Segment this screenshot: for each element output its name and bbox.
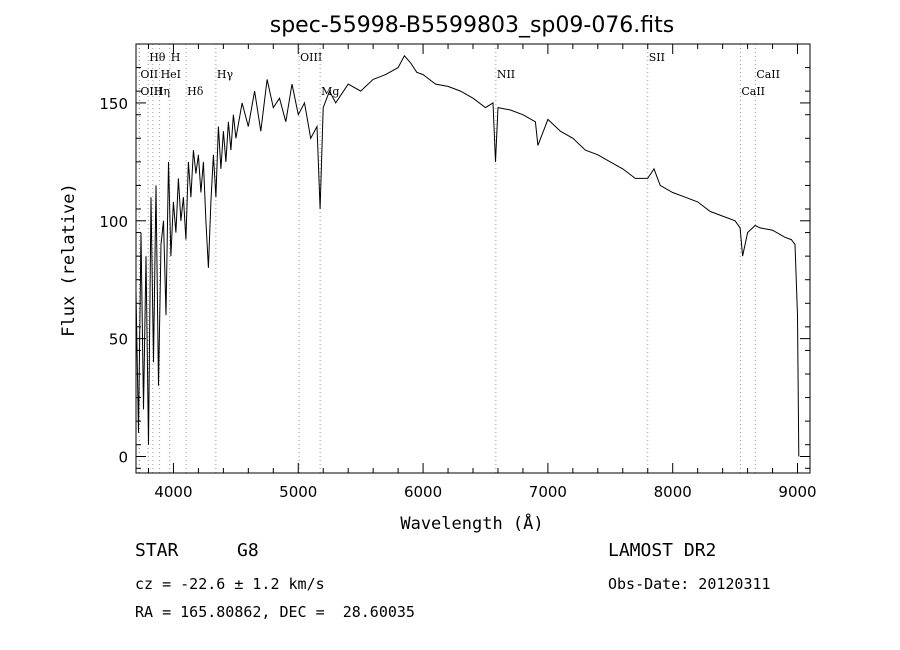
spectral-line-label: OII [140,68,158,81]
spectral-line-label: H [171,51,181,64]
coordinates-text: RA = 165.80862, DEC = 28.60035 [135,603,415,621]
spectral-line-label: Hη [154,85,170,98]
redshift-text: cz = -22.6 ± 1.2 km/s [135,575,325,593]
spectrum-chart: spec-55998-B5599803_sp09-076.fits Hθ H OII… [59,13,817,534]
chart-title: spec-55998-B5599803_sp09-076.fits [270,13,675,38]
spectral-line-label: Hθ [149,51,166,64]
x-tick-label: 8000 [654,483,692,501]
spectral-line-label: HeI [161,68,181,81]
spectrum-series-line [135,54,800,457]
object-class: STAR [135,540,179,561]
survey-name: LAMOST DR2 [608,540,717,561]
spectral-line-label: OIII [300,51,322,64]
spectral-line-label: Hγ [217,68,234,81]
x-tick-label: 9000 [778,483,816,501]
y-tick-label: 50 [109,331,128,349]
spectral-line-label: NII [497,68,515,81]
y-tick-label: 100 [99,213,128,231]
spectral-line-label: CaII [741,85,765,98]
spectral-line-label: OIII [140,85,162,98]
spectral-line-label: SII [649,51,665,64]
y-axis-label: Flux (relative) [59,183,79,337]
x-tick-label: 5000 [279,483,317,501]
spectral-line-label: CaII [756,68,780,81]
object-subclass: G8 [237,540,259,561]
x-axis-label: Wavelength (Å) [400,512,543,534]
x-tick-label: 4000 [154,483,192,501]
x-tick-label: 7000 [529,483,567,501]
obs-date: Obs-Date: 20120311 [608,575,771,593]
x-tick-label: 6000 [404,483,442,501]
axis-ticks: 4000 5000 6000 7000 8000 9000 0 50 100 150 [99,43,817,501]
spectral-line-label: Hδ [187,85,204,98]
y-tick-label: 0 [118,449,128,467]
plot-frame [135,43,811,474]
y-tick-label: 150 [99,95,128,113]
